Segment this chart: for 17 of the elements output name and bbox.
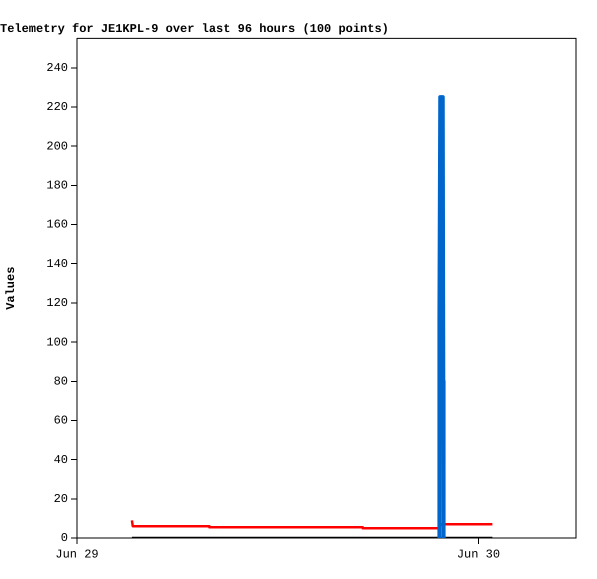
y-tick-label: 100 (46, 335, 68, 350)
y-tick-label: 180 (46, 178, 68, 193)
y-tick-label: 140 (46, 256, 68, 271)
y-tick-label: 60 (54, 414, 68, 428)
y-tick-label: 20 (54, 492, 68, 506)
y-axis-title: Values (4, 266, 18, 310)
x-tick-label: Jun 29 (55, 547, 99, 562)
y-tick-label: 240 (46, 60, 68, 75)
y-tick-label: 0 (60, 531, 68, 546)
y-tick-label: 120 (46, 296, 68, 310)
chart-title: Telemetry for JE1KPL-9 over last 96 hours (100 points) (0, 22, 389, 36)
y-tick-label: 40 (54, 452, 68, 467)
x-tick-label: Jun 30 (456, 547, 500, 562)
y-tick-label: 220 (46, 100, 68, 114)
y-tick-label: 80 (54, 374, 68, 388)
y-tick-label: 200 (46, 139, 68, 154)
y-tick-label: 160 (46, 218, 68, 232)
